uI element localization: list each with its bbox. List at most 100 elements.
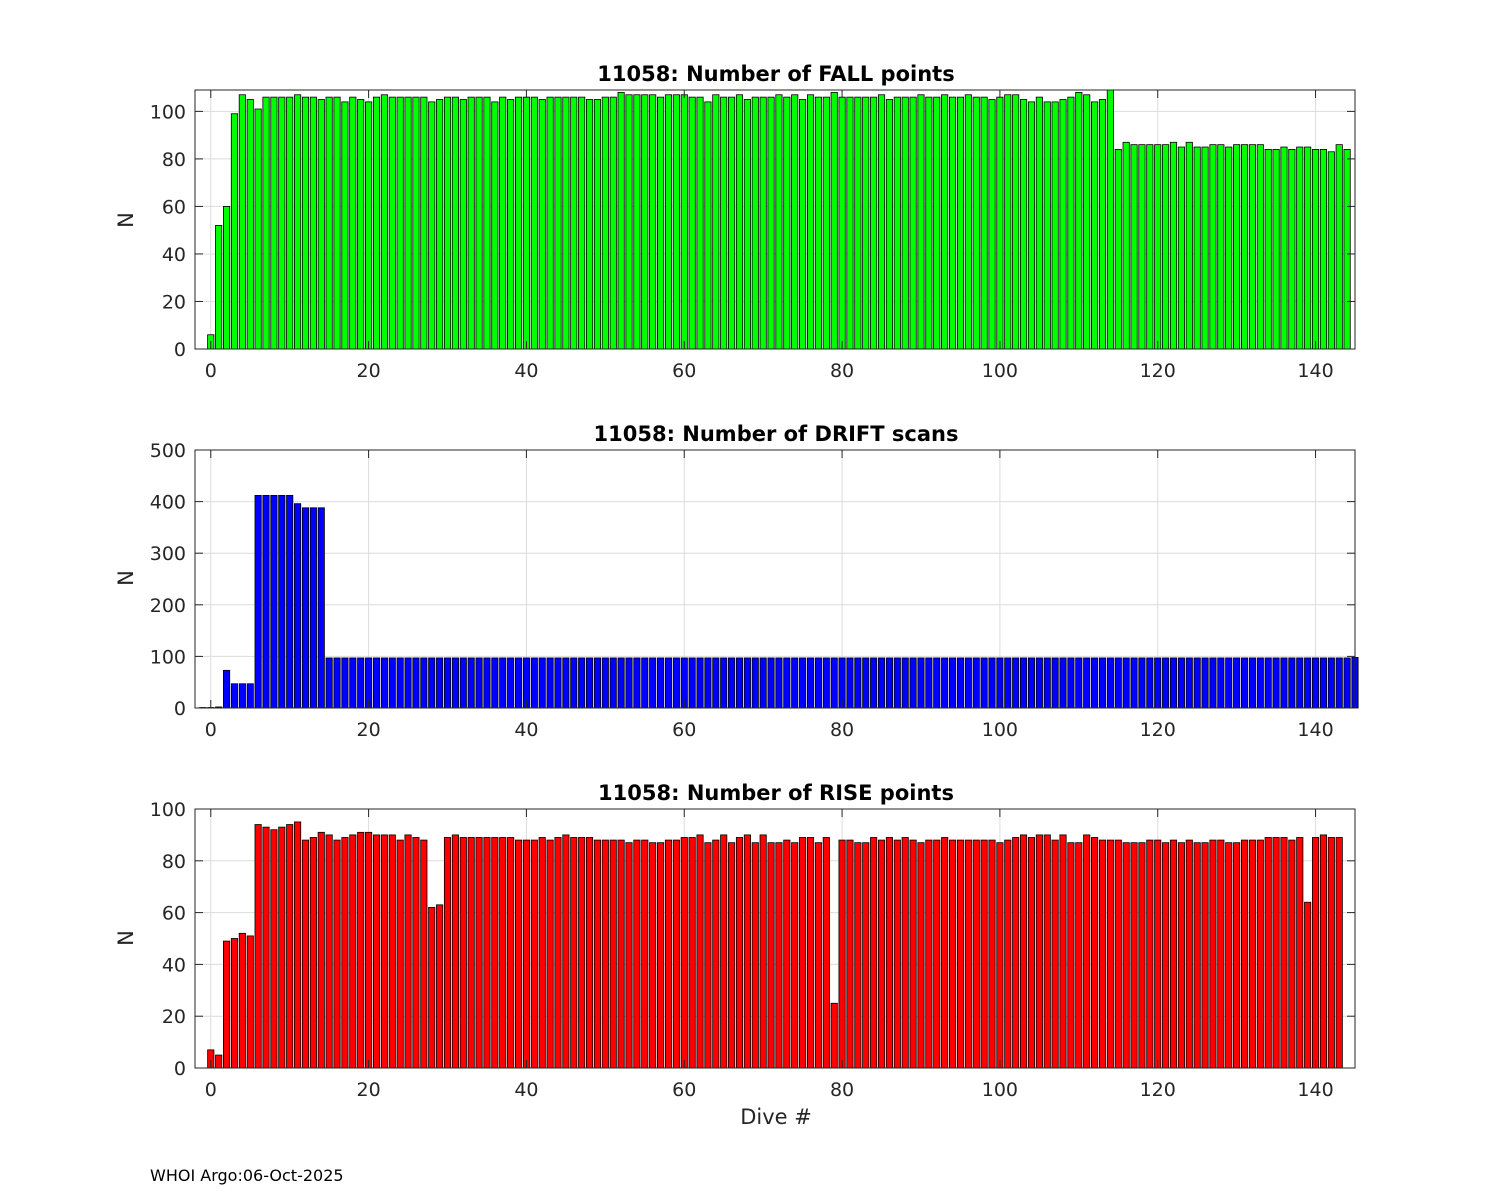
drift-bar (877, 657, 886, 709)
rise-bar (365, 831, 373, 1069)
fall-y-tick-label: 100 (150, 101, 186, 123)
fall-bar (948, 96, 957, 350)
fall-bar (664, 94, 673, 350)
drift-bar (530, 657, 538, 709)
drift-bar (278, 495, 286, 709)
rise-x-tick-label: 120 (1140, 1079, 1176, 1101)
drift-bar (467, 657, 475, 709)
drift-x-tick-label: 100 (982, 719, 1018, 741)
fall-bar (372, 96, 381, 350)
fall-bar (1091, 101, 1099, 350)
drift-bar (270, 495, 278, 709)
rise-bar (980, 839, 988, 1069)
drift-ylabel: N (114, 570, 138, 586)
fall-bar (996, 96, 1004, 350)
rise-title: 11058: Number of RISE points (598, 781, 954, 805)
fall-bar (1217, 144, 1225, 350)
drift-bar (609, 657, 617, 709)
rise-xlabel: Dive # (740, 1105, 812, 1129)
drift-bar (735, 657, 744, 709)
drift-bar (1327, 657, 1335, 709)
drift-bar (712, 657, 720, 709)
rise-bar (791, 842, 799, 1069)
rise-bar (641, 839, 649, 1069)
drift-bar (1209, 657, 1217, 709)
drift-bar (1098, 657, 1107, 709)
fall-axes-box (194, 89, 1356, 350)
fall-bar (301, 96, 310, 350)
fall-plot-background (195, 90, 1355, 349)
fall-bar (688, 96, 696, 350)
fall-bar (412, 96, 420, 350)
drift-bar (885, 657, 893, 709)
fall-bar (649, 94, 657, 350)
fall-bar (759, 96, 767, 350)
rise-bar (1138, 842, 1146, 1069)
fall-bar (775, 94, 783, 350)
fall-bar (1240, 144, 1249, 350)
fall-bar (1319, 148, 1327, 350)
fall-bar (877, 94, 886, 350)
drift-bar (933, 657, 941, 709)
drift-bar (893, 657, 901, 709)
drift-bar (514, 657, 523, 709)
fall-bar (704, 101, 712, 350)
drift-bar (436, 657, 444, 709)
rise-bar (1280, 837, 1288, 1069)
fall-bar (1098, 99, 1107, 350)
fall-bar (791, 94, 799, 350)
drift-bar (806, 657, 815, 709)
fall-bar (499, 96, 507, 350)
drift-bar (1059, 657, 1067, 709)
fall-bar (483, 96, 491, 350)
fall-bar (278, 96, 286, 350)
rise-ylabel: N (114, 930, 138, 946)
fall-bar (1169, 141, 1178, 350)
rise-x-tick-label: 0 (205, 1079, 217, 1101)
drift-bar (1051, 657, 1059, 709)
panel-drift: 11058: Number of DRIFT scans N 0 20 40 60 80… (114, 422, 1359, 741)
fall-y-tick-label: 40 (162, 244, 186, 266)
rise-bar (1051, 839, 1059, 1069)
drift-x-tick-label: 20 (357, 719, 381, 741)
drift-bar (901, 657, 909, 709)
drift-bar (388, 657, 396, 709)
drift-bar (554, 657, 562, 709)
rise-bar (443, 837, 452, 1069)
drift-bar (349, 657, 357, 709)
drift-bar (704, 657, 712, 709)
rise-bar (759, 834, 767, 1069)
drift-bar (1343, 657, 1351, 709)
rise-bar (704, 842, 712, 1069)
rise-x-tick-label: 40 (514, 1079, 538, 1101)
fall-bar (546, 96, 554, 350)
rise-y-tick-label: 80 (162, 851, 186, 873)
drift-y-tick-label: 0 (174, 698, 186, 720)
rise-bar (286, 824, 294, 1069)
drift-bar (404, 657, 412, 709)
rise-bar (893, 839, 901, 1069)
fall-bar (1162, 144, 1170, 350)
rise-bar (728, 842, 736, 1069)
drift-y-tick-label: 200 (150, 595, 186, 617)
rise-bar (1106, 839, 1114, 1069)
fall-bar (215, 225, 223, 350)
drift-bar (420, 657, 428, 709)
drift-bar (325, 657, 333, 709)
drift-bar (491, 657, 499, 709)
drift-bar (728, 657, 736, 709)
fall-bar (1114, 148, 1122, 350)
rise-bar (238, 932, 246, 1069)
rise-bar (1035, 834, 1043, 1069)
fall-bar (901, 96, 909, 350)
drift-bar (286, 495, 294, 709)
fall-bar (570, 96, 578, 350)
drift-bar (1201, 657, 1209, 709)
fall-bar (365, 101, 373, 350)
fall-x-tick-label: 20 (357, 360, 381, 382)
rise-bar (735, 837, 744, 1069)
drift-x-tick-label: 120 (1140, 719, 1176, 741)
fall-bar (1146, 144, 1154, 350)
rise-bar (593, 839, 601, 1069)
